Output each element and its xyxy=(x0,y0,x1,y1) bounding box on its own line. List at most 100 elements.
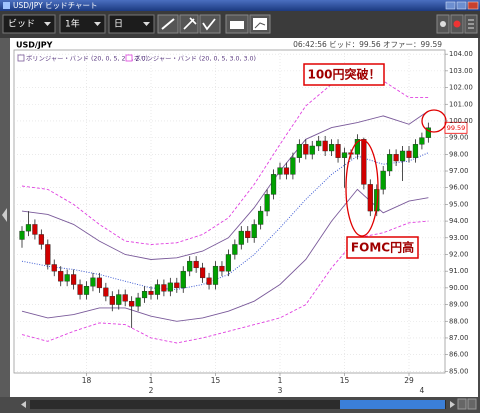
title-bar xyxy=(0,0,480,11)
annotation-text: 100円突破！ xyxy=(307,67,380,82)
overlay: 99.59 100円突破！ FOMC円高 xyxy=(303,63,468,259)
candle-body xyxy=(122,294,128,302)
scroll-track[interactable] xyxy=(30,400,446,409)
candle-body xyxy=(38,234,44,245)
candle-body xyxy=(83,285,90,295)
window-title: USD/JPY ビッドチャート xyxy=(13,1,98,10)
plot-frame xyxy=(13,49,446,374)
candle-body xyxy=(219,265,225,272)
candle-body xyxy=(58,270,64,282)
candle-body xyxy=(316,140,322,147)
candle-body xyxy=(419,137,425,145)
candle-body xyxy=(225,254,232,272)
candle-body xyxy=(148,291,154,295)
annotation-text: FOMC円高 xyxy=(351,240,414,255)
draw-line-button[interactable] xyxy=(157,14,179,34)
close-button[interactable] xyxy=(467,1,479,10)
x-tick-label: 1 xyxy=(278,376,283,385)
y-tick-label: 97.00 xyxy=(449,167,468,175)
scroll-left[interactable] xyxy=(21,401,26,408)
y-tick-label: 88.00 xyxy=(449,317,468,325)
candle-body xyxy=(135,297,141,307)
highlight-circle xyxy=(345,139,379,237)
candle-body xyxy=(341,152,348,158)
price-type-dropdown[interactable]: ビッド xyxy=(2,14,56,34)
candle-body xyxy=(322,140,328,152)
candle-body xyxy=(367,184,373,212)
month-label: 3 xyxy=(278,386,283,395)
x-tick-label: 15 xyxy=(340,376,350,385)
candle-body xyxy=(251,224,257,238)
y-tick-label: 103.00 xyxy=(449,67,473,75)
candle-body xyxy=(45,244,51,265)
y-tick-label: 87.00 xyxy=(449,334,468,342)
y-tick-label: 98.00 xyxy=(449,150,468,158)
plot-area xyxy=(14,50,445,373)
y-tick-label: 91.00 xyxy=(449,267,468,275)
candle-body xyxy=(161,284,167,292)
candle-body xyxy=(303,144,309,155)
candle-body xyxy=(393,154,399,162)
alert-button[interactable] xyxy=(450,14,464,34)
band-upper xyxy=(21,110,429,260)
menu-button[interactable] xyxy=(464,14,478,34)
candle-body xyxy=(70,274,77,285)
minimize-button[interactable] xyxy=(445,1,456,10)
candle-body xyxy=(116,294,122,305)
candle-body xyxy=(296,144,302,158)
settings-button[interactable] xyxy=(436,14,450,34)
interval-dropdown[interactable]: 日 xyxy=(108,14,155,34)
maximize-button[interactable] xyxy=(456,1,467,10)
period-dropdown[interactable]: 1年 xyxy=(59,14,106,34)
candle-body xyxy=(199,267,206,279)
candle-body xyxy=(212,265,219,285)
dropdown-text: 日 xyxy=(114,19,123,30)
candle-body xyxy=(232,244,238,255)
candle-body xyxy=(309,145,315,155)
candle-body xyxy=(406,150,412,158)
candle-body xyxy=(187,260,193,272)
collapse-arrow[interactable] xyxy=(2,208,7,222)
candle-body xyxy=(290,157,296,175)
candle-body xyxy=(283,167,290,175)
x-tick-label: 1 xyxy=(149,376,154,385)
x-tick-label: 29 xyxy=(404,376,414,385)
scroll-right[interactable] xyxy=(450,401,455,408)
candle-body xyxy=(19,230,25,240)
candle-body xyxy=(167,282,173,292)
y-tick-label: 94.00 xyxy=(449,217,468,225)
quote-status: 06:42:56 ビッド：99.56 オファー：99.59 xyxy=(293,40,442,49)
zoom-out-button[interactable] xyxy=(457,398,467,410)
print-button[interactable] xyxy=(225,14,249,34)
zoom-in-button[interactable] xyxy=(467,398,477,410)
scroll-thumb[interactable] xyxy=(340,400,445,409)
month-label: 2 xyxy=(149,386,154,395)
candle-body xyxy=(277,167,283,175)
candle-body xyxy=(387,154,393,172)
band-lower xyxy=(21,188,429,322)
candle-body xyxy=(129,301,135,307)
y-tick-label: 100.00 xyxy=(449,117,473,125)
pin-button[interactable] xyxy=(179,14,199,34)
candle-body xyxy=(374,189,380,212)
x-tick-label: 18 xyxy=(82,376,92,385)
candle-body xyxy=(399,150,406,162)
dropdown-text: ビッド xyxy=(8,19,35,30)
candle-body xyxy=(245,230,251,238)
candle-body xyxy=(264,194,270,212)
candle-body xyxy=(180,270,186,289)
y-tick-label: 99.00 xyxy=(449,134,468,142)
export-button[interactable] xyxy=(249,14,271,34)
y-tick-label: 102.00 xyxy=(449,84,473,92)
candle-body xyxy=(96,277,103,289)
legend-label: ボリンジャー・バンド (20, 0, 5, 3.0, 3.0) xyxy=(134,55,256,63)
candle-body xyxy=(412,144,419,158)
candle-body xyxy=(90,277,96,287)
y-tick-label: 96.00 xyxy=(449,184,468,192)
indicator-button[interactable] xyxy=(199,14,221,34)
annotation-box xyxy=(346,236,419,259)
candle-body xyxy=(206,277,212,285)
candle-body xyxy=(335,144,341,158)
y-tick-label: 95.00 xyxy=(449,200,468,208)
